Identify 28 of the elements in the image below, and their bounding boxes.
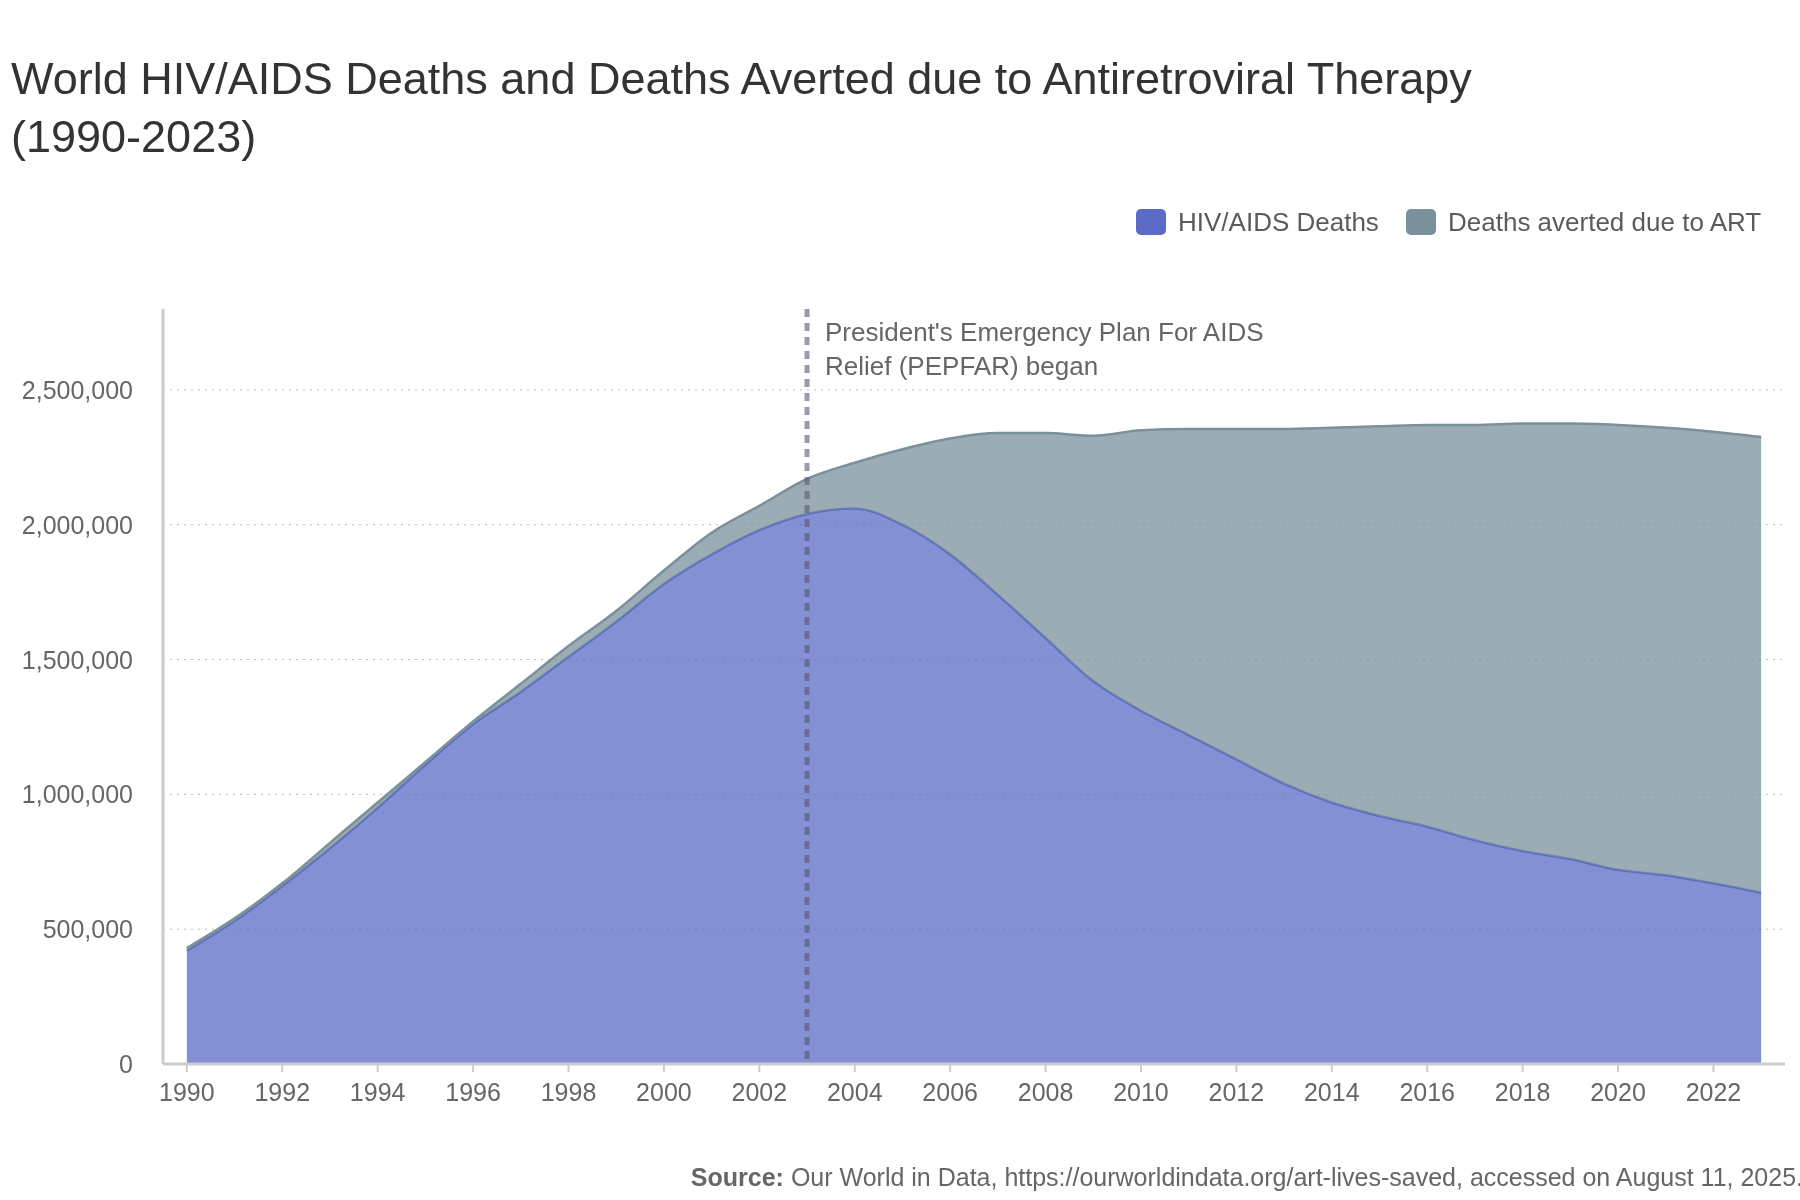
x-tick-label: 2006: [922, 1078, 978, 1106]
legend-label: HIV/AIDS Deaths: [1178, 207, 1379, 237]
x-tick-label: 1990: [159, 1078, 215, 1106]
x-tick-label: 2020: [1590, 1078, 1646, 1106]
y-tick-label: 1,000,000: [21, 780, 133, 809]
y-tick-label: 2,500,000: [21, 375, 133, 404]
y-tick-label: 1,500,000: [21, 645, 133, 674]
x-tick-label: 1996: [445, 1078, 501, 1106]
x-tick-label: 2002: [731, 1078, 788, 1106]
y-tick-label: 2,000,000: [21, 510, 133, 539]
x-tick-label: 2010: [1113, 1078, 1169, 1106]
x-tick-label: 2000: [636, 1078, 692, 1106]
x-tick-label: 2018: [1494, 1078, 1551, 1106]
x-tick-label: 2012: [1208, 1078, 1265, 1106]
x-tick-label: 2022: [1685, 1078, 1742, 1106]
x-tick-label: 1992: [254, 1078, 311, 1106]
x-tick-label: 2008: [1017, 1078, 1074, 1106]
x-tick-label: 1994: [349, 1078, 406, 1106]
x-tick-label: 2004: [826, 1078, 883, 1106]
chart-title: World HIV/AIDS Deaths and Deaths Averted due to Antiretroviral Therapy (1990-2023): [11, 53, 1473, 162]
y-tick-label: 0: [119, 1050, 133, 1078]
y-tick-label: 500,000: [42, 915, 133, 944]
ref-line-label: President's Emergency Plan For AIDS Relief (PEPFAR) began: [825, 317, 1264, 381]
source-note: Source: Our World in Data, https://ourworldindata.org/art-lives-saved, accessed on August 11, 2025.: [690, 1163, 1800, 1191]
x-tick-label: 1998: [540, 1078, 597, 1106]
x-tick-label: 2014: [1303, 1078, 1360, 1106]
x-tick-label: 2016: [1399, 1078, 1456, 1106]
legend-label: Deaths averted due to ART: [1448, 207, 1762, 237]
